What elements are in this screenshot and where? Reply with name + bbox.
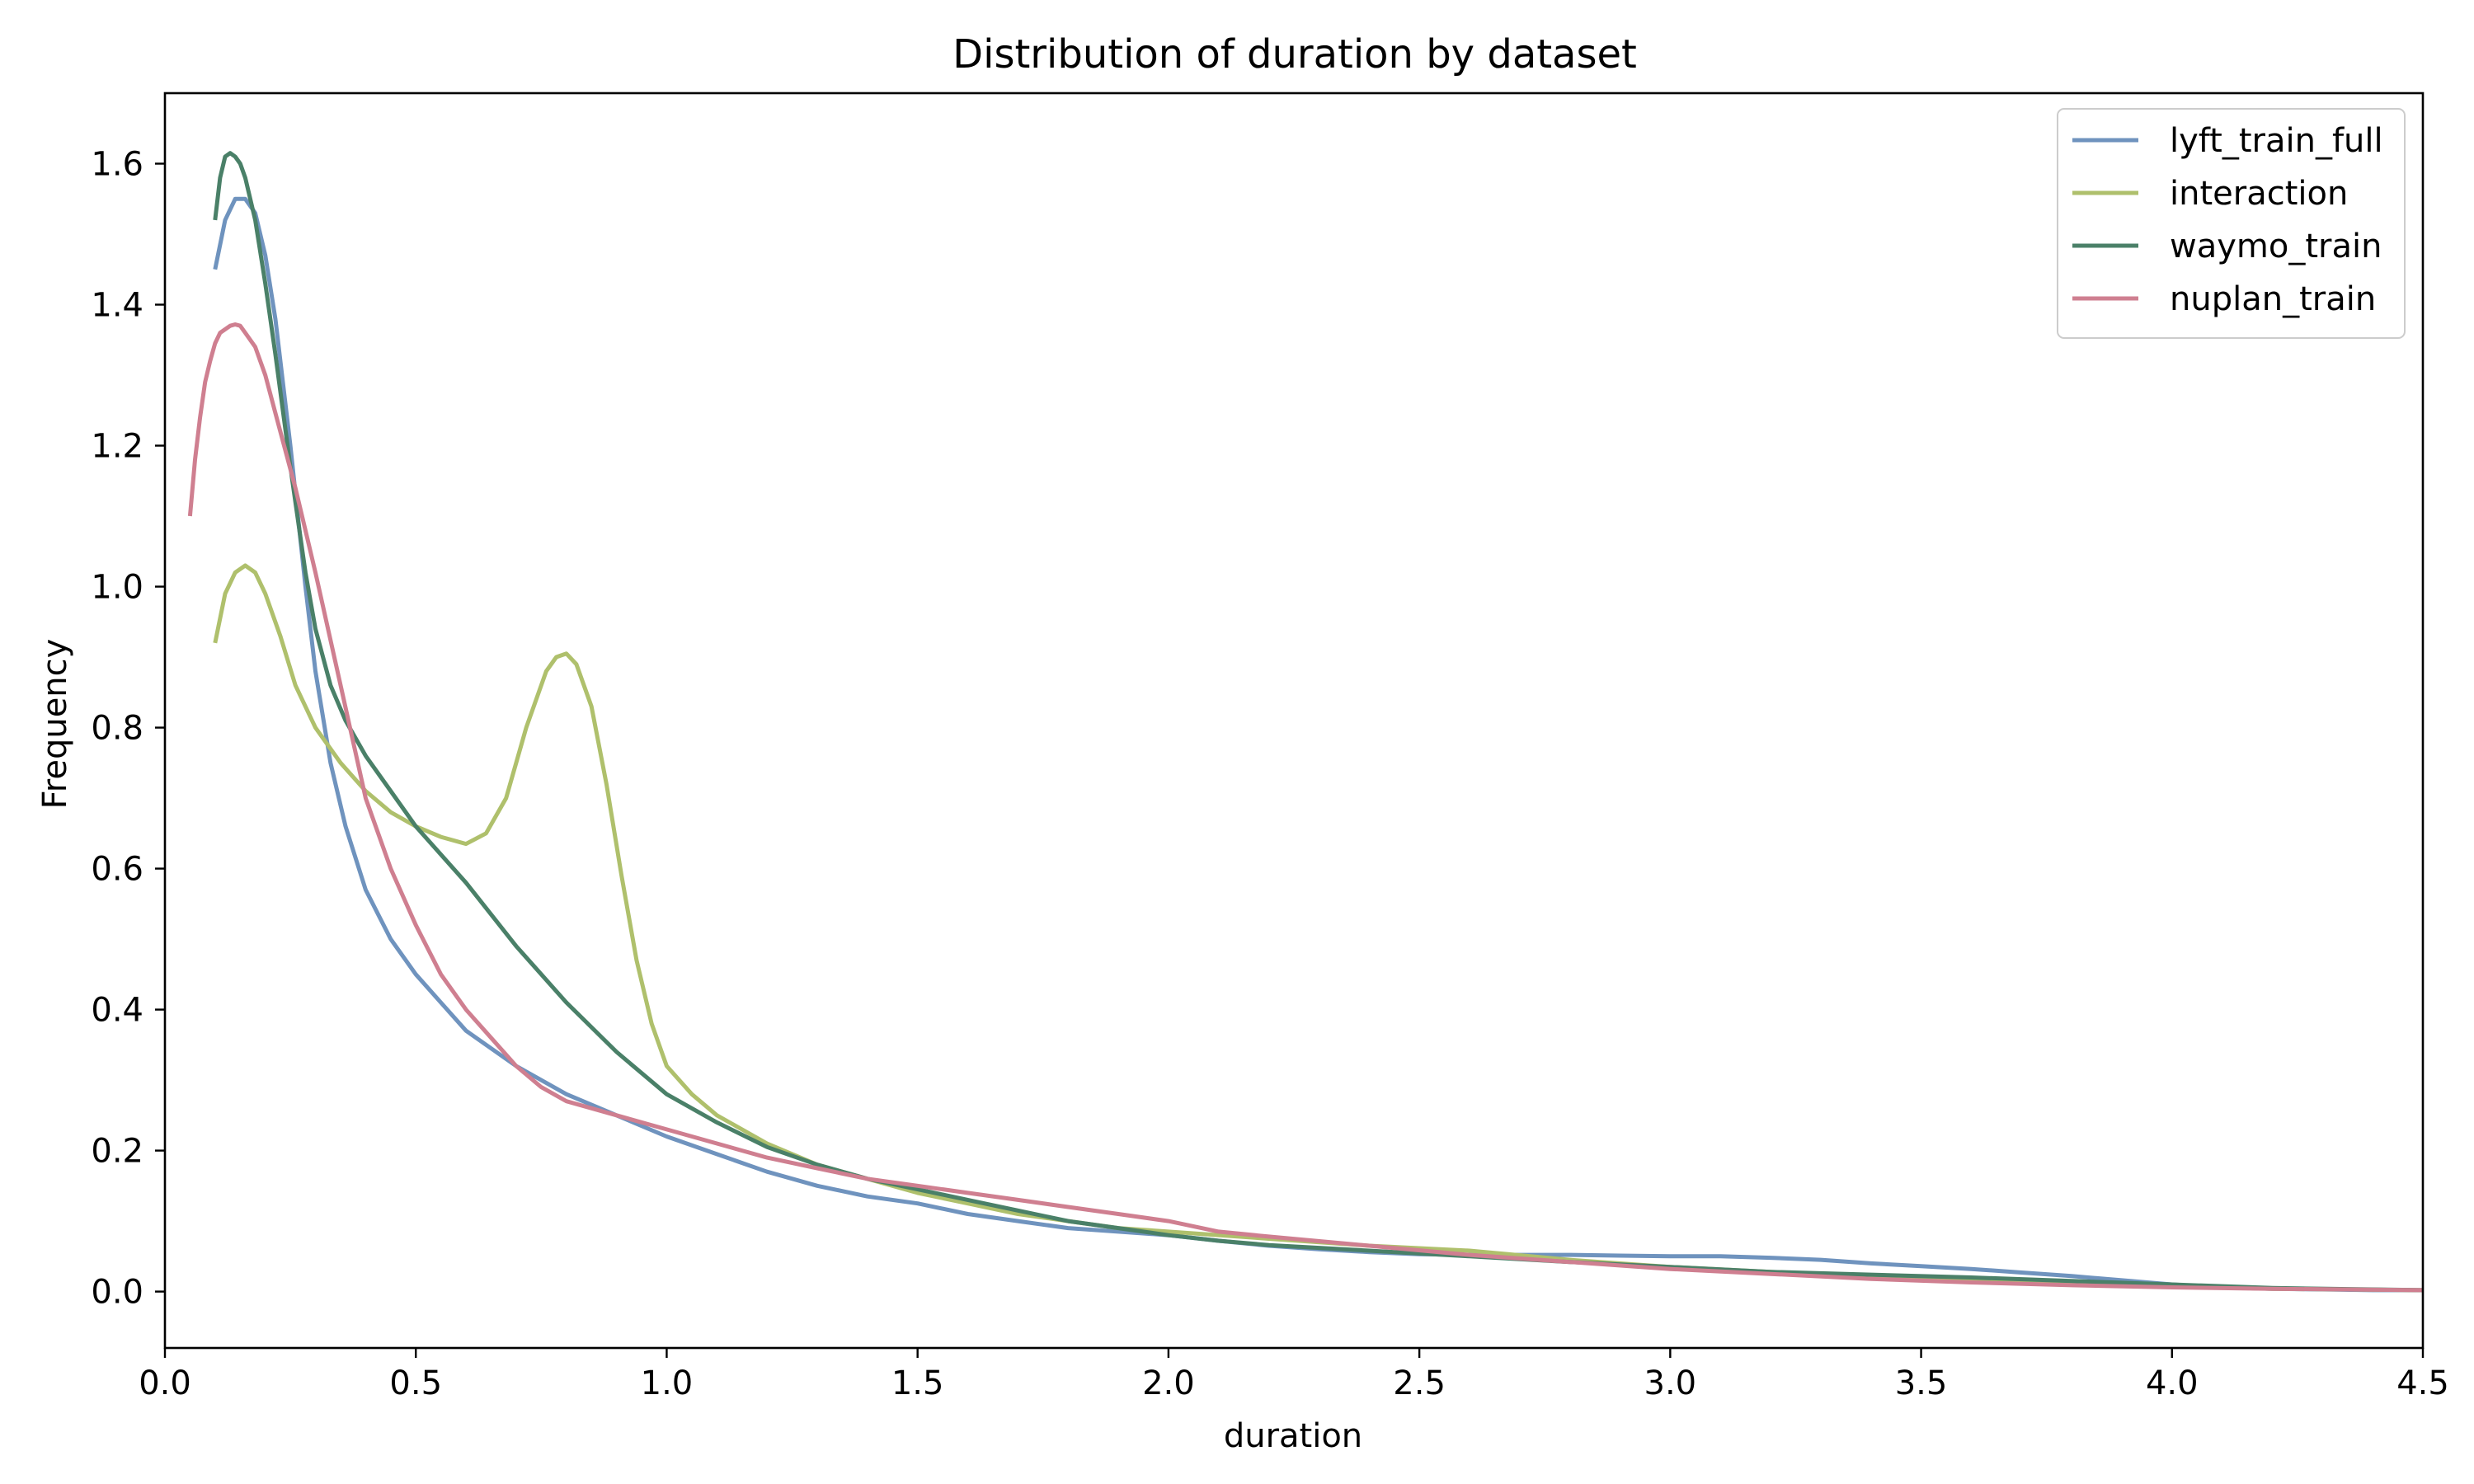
y-tick-label: 1.6 (91, 146, 143, 184)
legend-box (2057, 108, 2406, 339)
x-tick-label: 0.5 (389, 1364, 442, 1402)
x-tick-label: 1.5 (891, 1364, 944, 1402)
y-axis-label: Frequency (36, 639, 74, 810)
x-tick-label: 4.0 (2146, 1364, 2199, 1402)
series-layer (187, 151, 2424, 1293)
series-line-nuplan-train (187, 322, 2424, 1293)
legend-label: interaction (2170, 175, 2348, 213)
y-tick-label: 0.4 (91, 992, 143, 1030)
x-tick-label: 0.0 (139, 1364, 191, 1402)
series-line-interaction (213, 563, 2424, 1293)
x-tick-label: 1.0 (641, 1364, 694, 1402)
axes-layer: 0.0 0.5 1.0 1.5 2.0 2.5 3.0 3.5 4.0 4.5 0.0 0.2 0.4 0… (91, 92, 2449, 1402)
x-tick-label: 3.5 (1895, 1364, 1948, 1402)
y-tick-label: 1.4 (91, 287, 143, 325)
plot-frame (163, 92, 2425, 1350)
series-line-lyft-train-full (213, 196, 2423, 1293)
x-tick-label: 2.5 (1393, 1364, 1446, 1402)
chart-title: Distribution of duration by dataset (952, 31, 1637, 77)
y-tick-label: 0.6 (91, 851, 143, 889)
x-tick-label: 2.0 (1142, 1364, 1195, 1402)
y-tick-label: 1.0 (91, 569, 143, 607)
legend-label: lyft_train_full (2170, 122, 2383, 160)
y-tick-label: 0.0 (91, 1274, 143, 1312)
y-tick-label: 0.2 (91, 1133, 143, 1171)
x-axis-label: duration (1224, 1417, 1362, 1455)
x-tick-label: 4.5 (2396, 1364, 2449, 1402)
legend-label: waymo_train (2170, 228, 2382, 265)
legend: lyft_train_full interaction waymo_trainnup… (2057, 108, 2406, 339)
x-tick-label: 3.0 (1644, 1364, 1697, 1402)
y-tick-label: 1.2 (91, 428, 143, 466)
y-tick-label: 0.8 (91, 710, 143, 748)
legend-label: nuplan_train (2170, 280, 2376, 318)
